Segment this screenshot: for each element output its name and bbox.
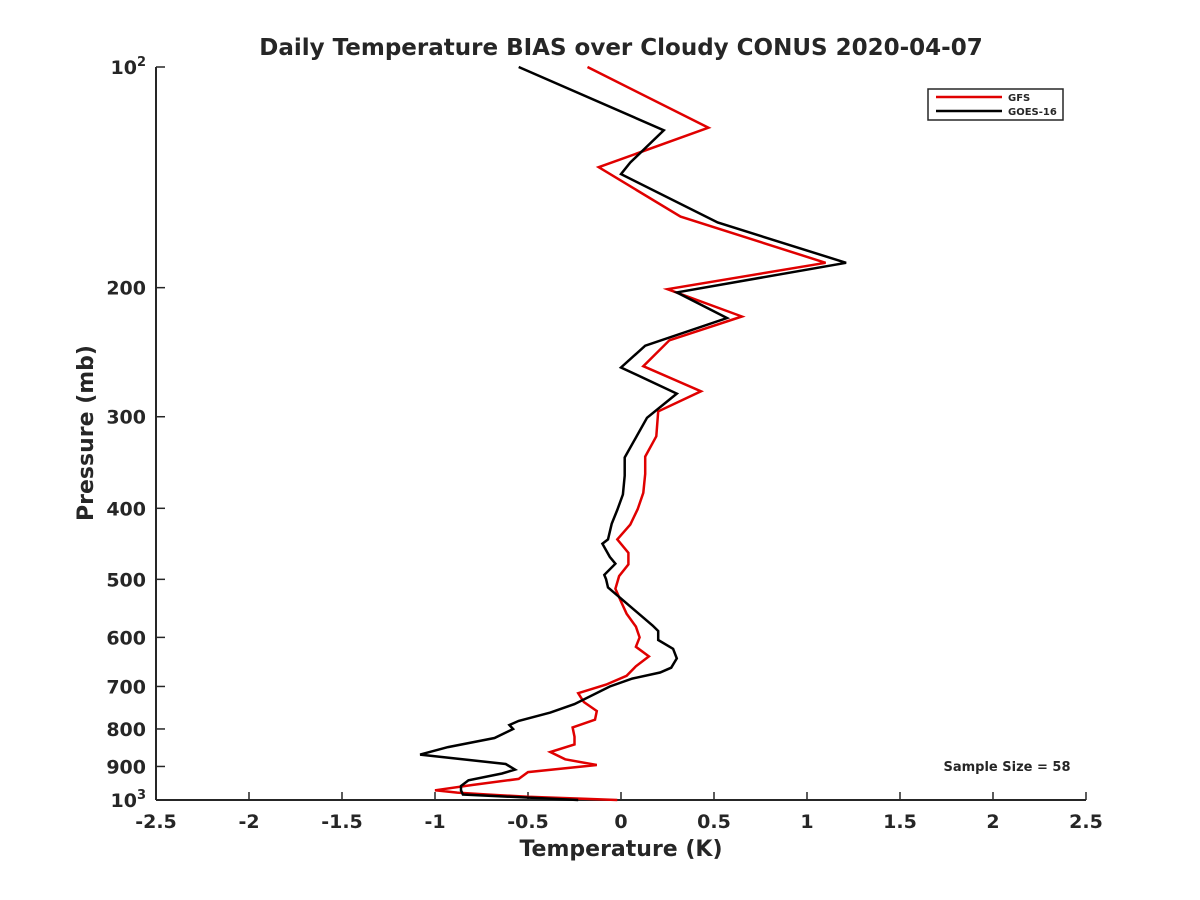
- x-tick-label-2-5: 2.5: [1069, 811, 1103, 833]
- x-axis-label: Temperature (K): [519, 837, 722, 862]
- x-tick-label-2-5: -2.5: [135, 811, 177, 833]
- y-axis-ticks: 102 200 300 400 500 600 700 800 900 103: [106, 55, 165, 812]
- x-tick-label-2: -2: [238, 811, 259, 833]
- y-tick-label-900: 900: [106, 756, 146, 778]
- y-tick-label-600: 600: [106, 627, 146, 649]
- series-layer: [419, 65, 847, 802]
- x-axis-ticks: -2.5 -2 -1.5 -1 -0.5 0 0.5 1 1.5 2 2.5: [135, 792, 1103, 833]
- y-axis-label: Pressure (mb): [74, 345, 99, 521]
- plot-area: -2.5 -2 -1.5 -1 -0.5 0 0.5 1 1.5 2 2.5 102 200 300 40…: [106, 55, 1103, 833]
- legend-box: [927, 88, 1064, 121]
- y-tick-label-700: 700: [106, 676, 146, 698]
- x-tick-label-2: 2: [986, 811, 999, 833]
- y-tick-label-1000: 103: [111, 788, 147, 812]
- x-tick-label-1-5: -1.5: [321, 811, 363, 833]
- legend-label-goes-16: GOES-16: [1008, 107, 1057, 118]
- x-tick-label-1: 1: [800, 811, 813, 833]
- x-tick-label-1: -1: [424, 811, 445, 833]
- y-tick-label-300: 300: [106, 407, 146, 429]
- y-tick-label-500: 500: [106, 569, 146, 591]
- legend: GFS GOES-16: [927, 88, 1064, 121]
- x-tick-label-0: 0: [614, 811, 627, 833]
- y-tick-label-800: 800: [106, 719, 146, 741]
- legend-label-gfs: GFS: [1008, 93, 1030, 104]
- y-tick-label-400: 400: [106, 498, 146, 520]
- y-tick-label-100: 102: [111, 55, 147, 79]
- y-tick-label-200: 200: [106, 278, 146, 300]
- chart-title: Daily Temperature BIAS over Cloudy CONUS…: [259, 35, 982, 61]
- x-tick-label-1-5: 1.5: [883, 811, 917, 833]
- series-line-goes-16: [419, 65, 847, 802]
- x-tick-label-0-5: 0.5: [697, 811, 731, 833]
- x-tick-label-0-5: -0.5: [507, 811, 549, 833]
- series-line-gfs: [434, 65, 826, 802]
- sample-size-annotation: Sample Size = 58: [943, 760, 1070, 775]
